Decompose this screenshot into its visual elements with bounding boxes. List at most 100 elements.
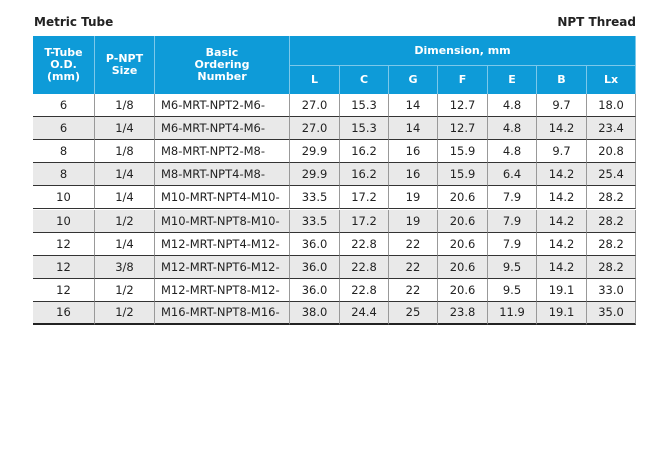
cell: 35.0 <box>587 301 636 325</box>
cell: 1/8 <box>95 94 155 118</box>
cell: 10 <box>33 186 95 210</box>
cell: 3/8 <box>95 255 155 279</box>
cell: 33.5 <box>290 186 340 210</box>
cell: 20.8 <box>587 140 636 164</box>
cell: 12 <box>33 232 95 256</box>
cell: 6.4 <box>488 163 537 187</box>
cell: 12.7 <box>438 117 488 141</box>
header-left: Metric Tube <box>34 15 114 29</box>
cell: M10-MRT-NPT4-M10- <box>155 186 290 210</box>
cell: 28.2 <box>587 255 636 279</box>
cell: 14.2 <box>537 117 587 141</box>
cell: 9.7 <box>537 140 587 164</box>
cell: 14 <box>389 94 438 118</box>
cell: M16-MRT-NPT8-M16- <box>155 301 290 325</box>
cell: 12 <box>33 278 95 302</box>
cell: 15.3 <box>340 94 389 118</box>
dim-header: E <box>488 66 537 94</box>
cell: M8-MRT-NPT4-M8- <box>155 163 290 187</box>
cell: 28.2 <box>587 232 636 256</box>
cell: 22 <box>389 278 438 302</box>
cell: M12-MRT-NPT8-M12- <box>155 278 290 302</box>
cell: 1/2 <box>95 278 155 302</box>
cell: 14.2 <box>537 232 587 256</box>
cell: 28.2 <box>587 209 636 233</box>
cell: 22.8 <box>340 278 389 302</box>
cell: 1/4 <box>95 186 155 210</box>
cell: 7.9 <box>488 186 537 210</box>
cell: 4.8 <box>488 94 537 118</box>
cell: 8 <box>33 163 95 187</box>
dim-header: B <box>537 66 587 94</box>
cell: 29.9 <box>290 163 340 187</box>
cell: 1/8 <box>95 140 155 164</box>
cell: 1/2 <box>95 301 155 325</box>
cell: 4.8 <box>488 140 537 164</box>
cell: 23.8 <box>438 301 488 325</box>
cell: 15.9 <box>438 163 488 187</box>
cell: 7.9 <box>488 232 537 256</box>
cell: 19.1 <box>537 278 587 302</box>
cell: 16.2 <box>340 140 389 164</box>
dim-header: F <box>438 66 488 94</box>
cell: 22.8 <box>340 232 389 256</box>
column-header: Basic Ordering Number <box>155 36 290 94</box>
cell: 1/4 <box>95 232 155 256</box>
cell: 17.2 <box>340 209 389 233</box>
cell: 23.4 <box>587 117 636 141</box>
cell: 6 <box>33 117 95 141</box>
cell: 20.6 <box>438 278 488 302</box>
cell: 9.5 <box>488 255 537 279</box>
cell: 20.6 <box>438 186 488 210</box>
column-header: T-Tube O.D. (mm) <box>33 36 95 94</box>
cell: 25.4 <box>587 163 636 187</box>
cell: 24.4 <box>340 301 389 325</box>
dim-header: L <box>290 66 340 94</box>
cell: 6 <box>33 94 95 118</box>
cell: 12 <box>33 255 95 279</box>
cell: M12-MRT-NPT4-M12- <box>155 232 290 256</box>
cell: 4.8 <box>488 117 537 141</box>
cell: 9.5 <box>488 278 537 302</box>
cell: 14 <box>389 117 438 141</box>
cell: 15.3 <box>340 117 389 141</box>
cell: 11.9 <box>488 301 537 325</box>
cell: 14.2 <box>537 163 587 187</box>
cell: 33.5 <box>290 209 340 233</box>
cell: M12-MRT-NPT6-M12- <box>155 255 290 279</box>
cell: 15.9 <box>438 140 488 164</box>
cell: 12.7 <box>438 94 488 118</box>
cell: 27.0 <box>290 117 340 141</box>
header-right: NPT Thread <box>557 15 636 29</box>
cell: 36.0 <box>290 232 340 256</box>
cell: 20.6 <box>438 209 488 233</box>
cell: 19.1 <box>537 301 587 325</box>
cell: M6-MRT-NPT2-M6- <box>155 94 290 118</box>
group-header: Dimension, mm <box>290 36 636 66</box>
cell: M6-MRT-NPT4-M6- <box>155 117 290 141</box>
column-header: P-NPT Size <box>95 36 155 94</box>
cell: 14.2 <box>537 209 587 233</box>
cell: 28.2 <box>587 186 636 210</box>
cell: 20.6 <box>438 255 488 279</box>
cell: 1/4 <box>95 117 155 141</box>
cell: 16 <box>389 163 438 187</box>
cell: 14.2 <box>537 186 587 210</box>
cell: 27.0 <box>290 94 340 118</box>
cell: 16 <box>389 140 438 164</box>
cell: 16 <box>33 301 95 325</box>
cell: 16.2 <box>340 163 389 187</box>
cell: 20.6 <box>438 232 488 256</box>
cell: 19 <box>389 209 438 233</box>
cell: 36.0 <box>290 255 340 279</box>
cell: 18.0 <box>587 94 636 118</box>
cell: 22.8 <box>340 255 389 279</box>
dim-header: G <box>389 66 438 94</box>
cell: 22 <box>389 232 438 256</box>
cell: 8 <box>33 140 95 164</box>
cell: 33.0 <box>587 278 636 302</box>
cell: 9.7 <box>537 94 587 118</box>
cell: 38.0 <box>290 301 340 325</box>
cell: M8-MRT-NPT2-M8- <box>155 140 290 164</box>
